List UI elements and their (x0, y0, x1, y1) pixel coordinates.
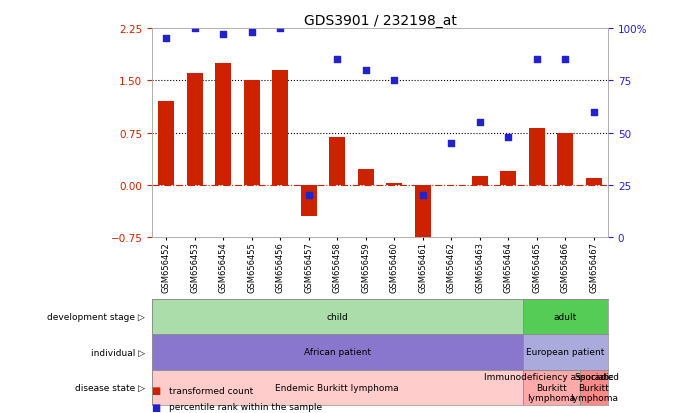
Point (303, 192, 314, 199)
Bar (187, 74, 202, 185)
Bar (152, 370, 522, 405)
Point (246, 30, 257, 36)
Bar (580, 370, 608, 405)
Text: Sporadic
Burkitt
lymphoma: Sporadic Burkitt lymphoma (570, 373, 618, 402)
Title: GDS3901 / 232198_at: GDS3901 / 232198_at (303, 14, 457, 28)
Point (474, 119, 485, 126)
Point (389, 78, 400, 84)
Bar (272, 71, 288, 185)
Point (503, 134, 514, 141)
Bar (586, 178, 602, 185)
Bar (152, 335, 522, 370)
Bar (152, 299, 522, 335)
Bar (158, 102, 174, 185)
Bar (500, 171, 516, 185)
Text: Immunodeficiency associated
Burkitt
lymphoma: Immunodeficiency associated Burkitt lymp… (484, 373, 618, 402)
Point (446, 140, 457, 147)
Point (218, 32, 229, 38)
Point (588, 109, 599, 116)
Bar (301, 185, 316, 216)
Text: African patient: African patient (304, 348, 371, 356)
Bar (216, 64, 231, 185)
Bar (472, 177, 488, 185)
Text: individual ▷: individual ▷ (91, 348, 145, 356)
Bar (558, 133, 573, 185)
Text: development stage ▷: development stage ▷ (48, 313, 145, 321)
Point (531, 57, 542, 64)
Text: disease state ▷: disease state ▷ (75, 383, 145, 392)
Bar (244, 81, 260, 185)
Text: Endemic Burkitt lymphoma: Endemic Burkitt lymphoma (276, 383, 399, 392)
Point (332, 57, 343, 64)
Bar (522, 299, 608, 335)
Bar (386, 183, 402, 185)
Text: ■: ■ (152, 402, 164, 412)
Bar (522, 370, 580, 405)
Bar (330, 138, 345, 185)
Point (360, 67, 371, 74)
Text: percentile rank within the sample: percentile rank within the sample (169, 402, 323, 411)
Point (275, 26, 286, 32)
Bar (522, 335, 608, 370)
Bar (358, 170, 374, 185)
Text: ■: ■ (152, 385, 164, 395)
Point (417, 192, 428, 199)
Point (189, 26, 200, 32)
Text: adult: adult (553, 313, 577, 321)
Point (161, 36, 172, 43)
Text: European patient: European patient (526, 348, 605, 356)
Text: transformed count: transformed count (169, 386, 254, 395)
Point (560, 57, 571, 64)
Bar (529, 128, 545, 185)
Text: child: child (326, 313, 348, 321)
Bar (415, 185, 430, 237)
